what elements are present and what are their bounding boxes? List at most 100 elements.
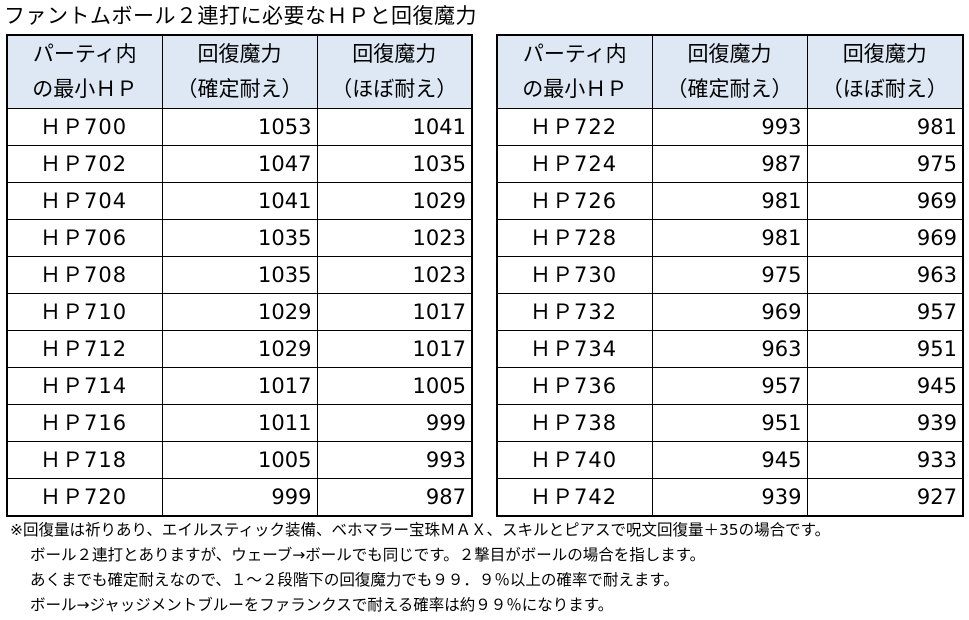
table-row: ＨＰ742 939 927 — [496, 478, 964, 517]
heal-guaranteed-cell: 969 — [651, 293, 808, 331]
min-hp-cell: ＨＰ724 — [496, 145, 653, 183]
heal-near-cell: 927 — [806, 478, 964, 517]
heal-near-cell: 987 — [316, 478, 473, 517]
heal-guaranteed-cell: 1035 — [161, 256, 318, 294]
heal-guaranteed-cell: 1053 — [161, 108, 318, 146]
heal-guaranteed-cell: 1041 — [161, 182, 318, 220]
header-heal-guaranteed: 回復魔力 （確定耐え） — [651, 34, 808, 109]
table-row: ＨＰ726 981 969 — [496, 182, 964, 220]
min-hp-cell: ＨＰ740 — [496, 441, 653, 479]
table-row: ＨＰ710 1029 1017 — [6, 293, 473, 331]
min-hp-cell: ＨＰ710 — [6, 293, 163, 331]
heal-near-cell: 939 — [806, 404, 964, 442]
table-row: ＨＰ720 999 987 — [6, 478, 473, 517]
header-row: パーティ内の最小ＨＰ 回復魔力 （確定耐え） 回復魔力 （ほぼ耐え） — [496, 34, 964, 109]
header-line: 回復魔力 — [687, 42, 772, 66]
header-line: （ほぼ耐え） — [331, 77, 458, 101]
header-line: パーティ内 — [522, 42, 627, 66]
heal-near-cell: 1023 — [316, 219, 473, 257]
heal-near-cell: 945 — [806, 367, 964, 405]
min-hp-cell: ＨＰ732 — [496, 293, 653, 331]
heal-near-cell: 1017 — [316, 293, 473, 331]
header-min-hp: パーティ内の最小ＨＰ — [6, 34, 163, 109]
table-body: ＨＰ700 1053 1041 ＨＰ702 1047 1035 ＨＰ704 1041 1029 Ｈ… — [6, 108, 473, 517]
table-row: ＨＰ724 987 975 — [496, 145, 964, 183]
min-hp-cell: ＨＰ718 — [6, 441, 163, 479]
table-row: ＨＰ740 945 933 — [496, 441, 964, 479]
header-line: （確定耐え） — [666, 77, 793, 101]
table-row: ＨＰ702 1047 1035 — [6, 145, 473, 183]
min-hp-cell: ＨＰ726 — [496, 182, 653, 220]
heal-near-cell: 933 — [806, 441, 964, 479]
heal-near-cell: 969 — [806, 182, 964, 220]
table-row: ＨＰ736 957 945 — [496, 367, 964, 405]
table-row: ＨＰ704 1041 1029 — [6, 182, 473, 220]
min-hp-cell: ＨＰ716 — [6, 404, 163, 442]
min-hp-cell: ＨＰ712 — [6, 330, 163, 368]
heal-near-cell: 1035 — [316, 145, 473, 183]
table-row: ＨＰ722 993 981 — [496, 108, 964, 146]
heal-near-cell: 981 — [806, 108, 964, 146]
header-min-hp: パーティ内の最小ＨＰ — [496, 34, 653, 109]
heal-guaranteed-cell: 939 — [651, 478, 808, 517]
heal-guaranteed-cell: 987 — [651, 145, 808, 183]
table-row: ＨＰ718 1005 993 — [6, 441, 473, 479]
header-line: 回復魔力 — [197, 42, 282, 66]
heal-guaranteed-cell: 1035 — [161, 219, 318, 257]
heal-near-cell: 1041 — [316, 108, 473, 146]
heal-near-cell: 1005 — [316, 367, 473, 405]
table-row: ＨＰ706 1035 1023 — [6, 219, 473, 257]
header-line: の最小ＨＰ — [522, 77, 628, 101]
heal-guaranteed-cell: 999 — [161, 478, 318, 517]
min-hp-cell: ＨＰ700 — [6, 108, 163, 146]
heal-near-cell: 999 — [316, 404, 473, 442]
heal-guaranteed-cell: 1029 — [161, 293, 318, 331]
footnote: ※回復量は祈りあり、エイルスティック装備、ベホマラー宝珠ＭＡＸ、スキルとピアスで… — [10, 521, 831, 539]
heal-guaranteed-cell: 963 — [651, 330, 808, 368]
heal-guaranteed-cell: 993 — [651, 108, 808, 146]
heal-near-cell: 1017 — [316, 330, 473, 368]
table-row: ＨＰ708 1035 1023 — [6, 256, 473, 294]
table-row: ＨＰ716 1011 999 — [6, 404, 473, 442]
heal-near-cell: 1029 — [316, 182, 473, 220]
header-line: 回復魔力 — [842, 42, 927, 66]
header-line: の最小ＨＰ — [32, 77, 138, 101]
header-line: （ほぼ耐え） — [821, 77, 948, 101]
table-row: ＨＰ732 969 957 — [496, 293, 964, 331]
heal-near-cell: 975 — [806, 145, 964, 183]
header-line: パーティ内 — [32, 42, 137, 66]
heal-guaranteed-cell: 1029 — [161, 330, 318, 368]
footnote: ボール→ジャッジメントブルーをファランクスで耐える確率は約９９％になります。 — [30, 596, 614, 614]
heal-guaranteed-cell: 981 — [651, 182, 808, 220]
min-hp-cell: ＨＰ714 — [6, 367, 163, 405]
header-row: パーティ内 の最小ＨＰ 回復魔力 （確定耐え） 回復魔力 （ほぼ耐え） — [6, 34, 473, 109]
min-hp-cell: ＨＰ708 — [6, 256, 163, 294]
table-row: ＨＰ730 975 963 — [496, 256, 964, 294]
heal-guaranteed-cell: 1017 — [161, 367, 318, 405]
heal-guaranteed-cell: 1047 — [161, 145, 318, 183]
header-heal-near: 回復魔力 （ほぼ耐え） — [316, 34, 473, 109]
heal-near-cell: 993 — [316, 441, 473, 479]
heal-guaranteed-cell: 1005 — [161, 441, 318, 479]
min-hp-cell: ＨＰ734 — [496, 330, 653, 368]
header-heal-near: 回復魔力 （ほぼ耐え） — [806, 34, 964, 109]
page-title: ファントムボール２連打に必要なＨＰと回復魔力 — [4, 4, 477, 28]
table-row: ＨＰ700 1053 1041 — [6, 108, 473, 146]
min-hp-cell: ＨＰ738 — [496, 404, 653, 442]
min-hp-cell: ＨＰ730 — [496, 256, 653, 294]
header-heal-guaranteed: 回復魔力 （確定耐え） — [161, 34, 318, 109]
heal-near-cell: 1023 — [316, 256, 473, 294]
heal-guaranteed-cell: 945 — [651, 441, 808, 479]
table-row: ＨＰ712 1029 1017 — [6, 330, 473, 368]
heal-guaranteed-cell: 951 — [651, 404, 808, 442]
hp-table-left: パーティ内 の最小ＨＰ 回復魔力 （確定耐え） 回復魔力 （ほぼ耐え） ＨＰ700 10… — [6, 34, 473, 517]
heal-near-cell: 951 — [806, 330, 964, 368]
heal-near-cell: 957 — [806, 293, 964, 331]
min-hp-cell: ＨＰ736 — [496, 367, 653, 405]
heal-near-cell: 963 — [806, 256, 964, 294]
footnote: ボール２連打とありますが、ウェーブ→ボールでも同じです。２撃目がボールの場合を指… — [30, 546, 706, 564]
min-hp-cell: ＨＰ704 — [6, 182, 163, 220]
table-row: ＨＰ714 1017 1005 — [6, 367, 473, 405]
heal-guaranteed-cell: 1011 — [161, 404, 318, 442]
min-hp-cell: ＨＰ706 — [6, 219, 163, 257]
